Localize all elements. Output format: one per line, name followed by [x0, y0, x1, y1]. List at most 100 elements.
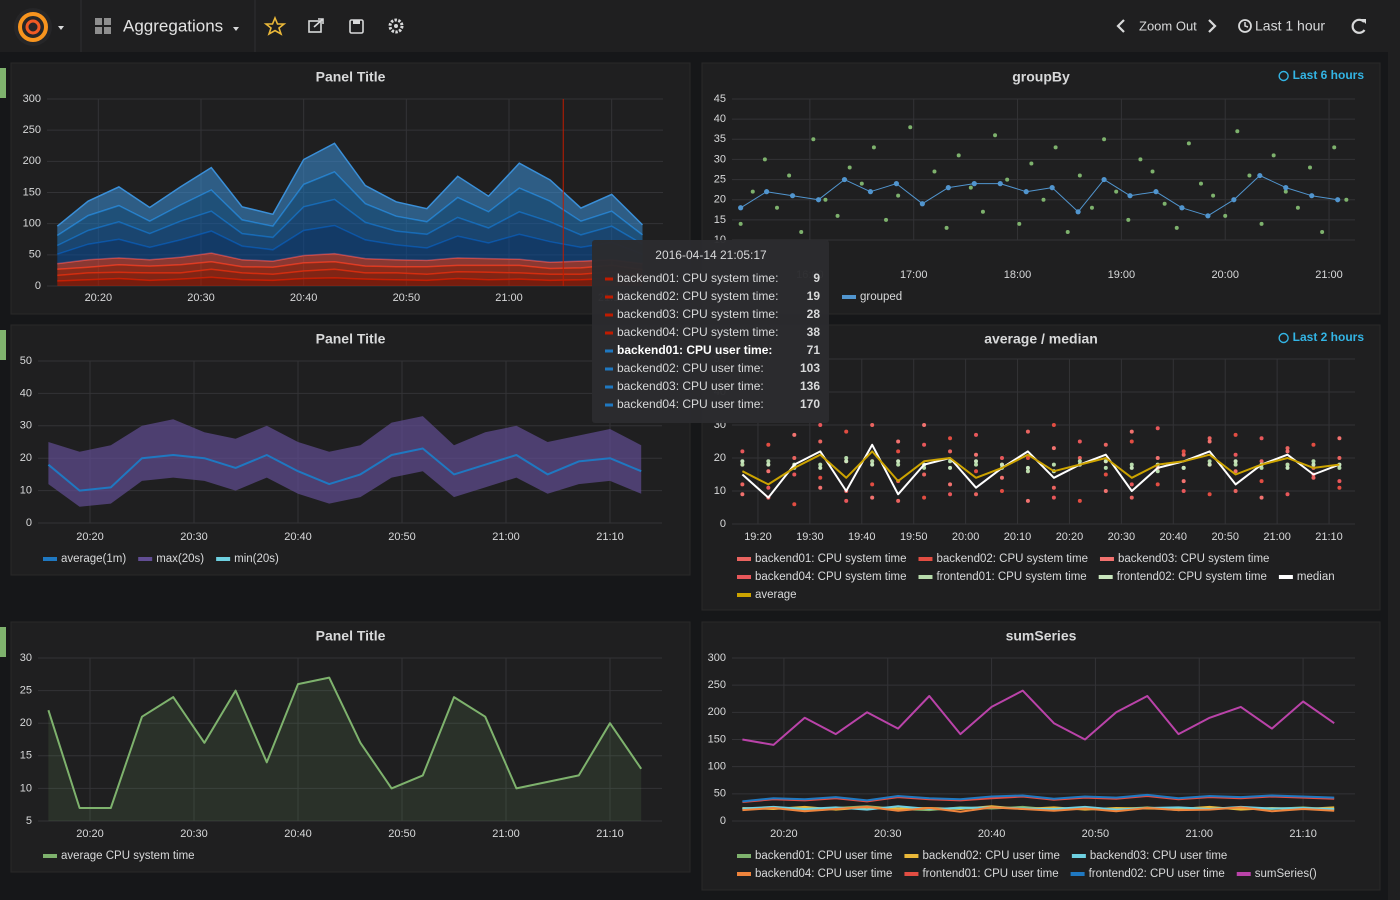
legend-label: min(20s) — [234, 553, 279, 565]
stack-area — [57, 225, 643, 264]
point — [893, 181, 900, 187]
plot — [740, 423, 1342, 507]
stack-area — [57, 253, 643, 270]
y-tick-label: 15 — [20, 750, 32, 762]
point — [1207, 439, 1212, 444]
x-tick-label: 20:30 — [874, 828, 902, 840]
y-tick-label: 100 — [23, 218, 41, 230]
x-tick-label: 20:40 — [1160, 531, 1188, 543]
point — [1129, 465, 1134, 470]
refresh-button[interactable] — [1351, 18, 1366, 34]
legend-label: frontend01: CPU user time — [922, 868, 1058, 880]
point — [1271, 153, 1276, 158]
point — [1259, 495, 1264, 500]
panel: Panel Title 0 10 20 30 40 50 20:20 20:30 20:40 20:… — [10, 324, 691, 576]
point — [844, 459, 849, 464]
panel-title: sumSeries — [1006, 628, 1077, 644]
point — [948, 465, 953, 470]
point — [859, 181, 864, 186]
gear-hub — [394, 24, 398, 28]
zoom-out[interactable]: Zoom Out — [1139, 18, 1197, 33]
point — [1233, 462, 1238, 467]
x-tick-label: 21:10 — [596, 828, 624, 840]
star-button[interactable] — [263, 15, 287, 36]
point — [956, 153, 961, 158]
point — [971, 181, 977, 187]
point — [792, 472, 797, 477]
y-tick-label: 40 — [714, 113, 726, 125]
zoom-forward[interactable] — [1208, 19, 1217, 33]
tooltip-value: 28 — [807, 307, 821, 321]
point — [1259, 459, 1264, 464]
zoom-back[interactable] — [1116, 19, 1125, 33]
caret — [233, 27, 239, 31]
point — [1005, 177, 1010, 182]
point — [818, 462, 823, 467]
point — [974, 492, 979, 497]
y-tick-label: 20 — [714, 452, 726, 464]
point — [1207, 492, 1212, 497]
point — [948, 449, 953, 454]
x-tick-label: 20:40 — [978, 828, 1006, 840]
point — [968, 185, 973, 190]
point — [1103, 465, 1108, 470]
point — [1089, 205, 1094, 210]
legend-label: sumSeries() — [1255, 868, 1317, 880]
point — [1051, 495, 1056, 500]
row-marker — [0, 627, 6, 657]
legend-label: backend04: CPU system time — [755, 571, 906, 583]
line — [740, 175, 1338, 217]
point — [974, 469, 979, 474]
point — [1285, 446, 1290, 451]
point — [1077, 459, 1082, 464]
point — [841, 176, 848, 183]
point — [740, 462, 745, 467]
y-tick-label: 250 — [708, 679, 726, 691]
point — [1174, 225, 1179, 230]
point — [815, 197, 822, 203]
x-tick-label: 20:00 — [1211, 269, 1239, 281]
share-button[interactable] — [308, 18, 324, 33]
point — [1023, 189, 1029, 195]
point — [997, 181, 1003, 187]
time-picker[interactable]: Last 1 hour — [1255, 18, 1325, 34]
legend-label: max(20s) — [156, 553, 204, 565]
legend-label: frontend01: CPU system time — [936, 571, 1086, 583]
legend-label: grouped — [860, 291, 902, 303]
range-band — [48, 416, 642, 507]
panel-title: average / median — [984, 331, 1098, 347]
tooltip-value: 9 — [813, 271, 820, 285]
point — [818, 465, 823, 470]
legend-label: frontend02: CPU system time — [1117, 571, 1267, 583]
point — [867, 189, 874, 195]
legend-label: backend01: CPU system time — [755, 553, 906, 565]
x-tick-label: 20:50 — [388, 828, 416, 840]
point — [764, 189, 770, 195]
plot — [47, 416, 642, 507]
tooltip-series: backend01: CPU system time: — [617, 271, 778, 285]
line — [742, 795, 1335, 803]
logo-menu[interactable] — [14, 8, 64, 46]
save-button[interactable] — [349, 19, 364, 34]
x-tick-label: 18:00 — [1004, 269, 1032, 281]
settings-button[interactable] — [388, 18, 404, 34]
dashboard-picker[interactable]: Aggregations — [95, 16, 239, 35]
x-tick-label: 21:00 — [495, 292, 523, 304]
point — [799, 229, 804, 234]
point — [1207, 459, 1212, 464]
point — [1101, 176, 1107, 183]
tooltip-series: backend04: CPU system time: — [617, 325, 778, 339]
point — [884, 217, 889, 222]
x-tick-label: 21:00 — [1315, 269, 1343, 281]
point — [922, 472, 927, 477]
point — [750, 189, 755, 194]
point — [847, 165, 852, 170]
stack-area — [57, 171, 643, 246]
y-tick-label: 150 — [23, 186, 41, 198]
point — [1155, 469, 1160, 474]
panel-bg — [701, 621, 1381, 891]
point — [974, 432, 979, 437]
dashboard-title[interactable]: Aggregations — [123, 16, 223, 35]
point — [1259, 465, 1264, 470]
